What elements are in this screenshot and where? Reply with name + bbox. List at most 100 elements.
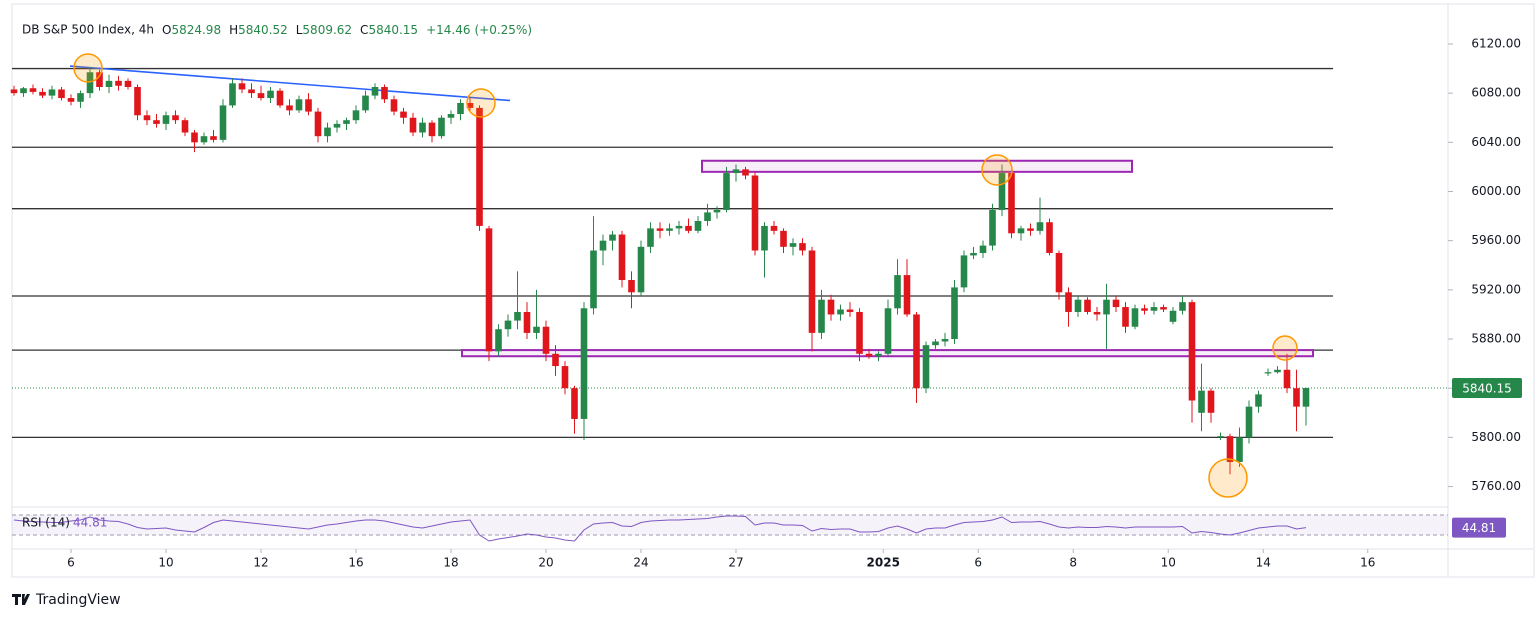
chart-title: DB S&P 500 Index, 4h [22, 23, 154, 37]
candle-body [922, 345, 930, 389]
y-tick-label: 5960.00 [1471, 233, 1521, 247]
rsi-value-label: 44.81 [1462, 521, 1496, 535]
last-price-label: 5840.15 [1462, 382, 1512, 396]
candle-body [856, 311, 863, 354]
x-tick-label: 27 [728, 556, 743, 570]
candle-body [96, 72, 103, 87]
candle-body [238, 83, 246, 90]
candle-body [514, 311, 521, 321]
change: +14.46 [426, 23, 470, 37]
candle-body [694, 221, 702, 231]
candle-body [951, 287, 958, 340]
x-tick-label: 6 [974, 556, 982, 570]
candle-body [846, 309, 854, 312]
candle-body [276, 90, 284, 106]
candle-body [913, 314, 920, 389]
candle-body [267, 90, 274, 99]
candle-body [561, 366, 569, 389]
candle-body [10, 89, 18, 94]
ohlc-value: 5840.52 [238, 23, 288, 37]
candle-body [1217, 436, 1224, 438]
candle-body [1065, 292, 1072, 312]
x-tick-label: 16 [348, 556, 363, 570]
candle-body [571, 388, 578, 419]
candle-body [371, 86, 379, 96]
rsi-value: 44.81 [73, 516, 107, 530]
candle-body [1027, 228, 1034, 231]
candle-body [979, 245, 987, 253]
candle-body [770, 225, 778, 231]
candle-body [362, 95, 369, 111]
candle-body [333, 123, 341, 128]
candle-body [1122, 307, 1129, 327]
candle-body [932, 341, 939, 346]
rsi-value-box [1452, 517, 1506, 538]
candle-body [305, 99, 312, 112]
candle-body [1160, 307, 1167, 310]
candle-body [704, 212, 711, 222]
y-tick-label: 5920.00 [1471, 282, 1521, 296]
candle-body [609, 234, 616, 241]
candle-body [29, 88, 37, 92]
candle-body [495, 329, 502, 352]
x-tick-label: 12 [253, 556, 268, 570]
candle-body [200, 136, 208, 143]
candle-body [960, 255, 968, 288]
candle-body [1141, 308, 1148, 311]
candle-body [115, 80, 122, 86]
y-tick-label: 6000.00 [1471, 184, 1521, 198]
candle-body [837, 309, 844, 315]
candle-body [542, 326, 550, 354]
candle-body [504, 320, 512, 330]
candle-body [466, 102, 474, 108]
candle-body [799, 243, 806, 251]
ohlc-value: 5840.15 [368, 23, 418, 37]
candle-body [713, 209, 721, 213]
candle-body [400, 111, 407, 118]
candle-body [808, 250, 816, 333]
candle-body [86, 72, 94, 94]
candle-body [381, 86, 388, 100]
x-tick-label: 24 [633, 556, 648, 570]
candle-body [1017, 228, 1025, 234]
x-tick-label: 18 [443, 556, 458, 570]
chart-frame [11, 3, 1535, 578]
candle-body [1302, 388, 1310, 407]
x-tick-label: 14 [1256, 556, 1271, 570]
candle-body [210, 136, 217, 140]
x-tick-label: 6 [67, 556, 75, 570]
candle-body [428, 122, 436, 137]
highlight-circle [1272, 335, 1298, 361]
candle-body [352, 110, 360, 121]
candle-body [191, 132, 198, 143]
candle-body [485, 228, 493, 352]
candle-body [1131, 308, 1139, 327]
candle-body [153, 120, 160, 124]
candle-body [229, 83, 236, 106]
candle-body [295, 99, 303, 111]
brand: TradingView [12, 592, 121, 608]
ohlc-header: O5824.98 H5840.52 L5809.62 C5840.15 +14.46 (+… [162, 23, 532, 37]
candle-body [732, 169, 740, 174]
candle-body [656, 228, 664, 231]
candle-body [39, 91, 46, 96]
candle-body [1207, 390, 1215, 413]
candle-body [134, 86, 141, 116]
candle-body [20, 88, 27, 94]
ohlc-value: 5824.98 [171, 23, 221, 37]
y-tick-label: 6120.00 [1471, 36, 1521, 50]
candle-body [818, 299, 825, 333]
candle-body [1255, 394, 1262, 407]
x-tick-label: 2025 [867, 556, 900, 570]
candle-body [1046, 222, 1053, 253]
candle-body [723, 173, 730, 210]
candle-body [257, 93, 265, 99]
x-tick-label: 16 [1360, 556, 1375, 570]
candle-body [1150, 307, 1158, 311]
candle-body [1236, 437, 1243, 462]
candle-body [162, 115, 170, 124]
candle-body [941, 339, 949, 342]
candle-body [58, 89, 65, 99]
candle-body [343, 120, 350, 124]
candle-body [219, 105, 227, 140]
